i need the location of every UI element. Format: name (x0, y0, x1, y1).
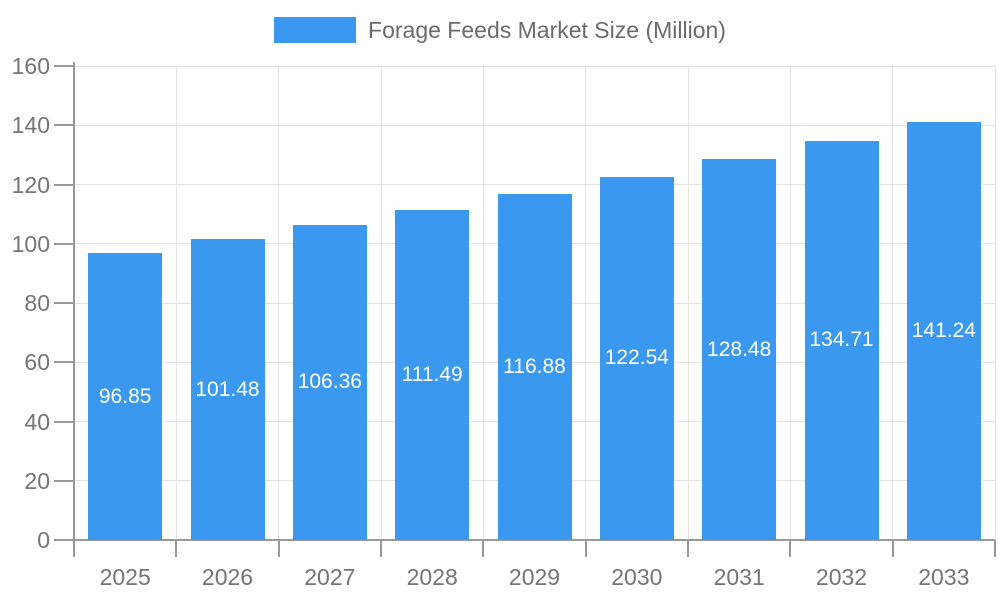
x-axis-line (54, 539, 995, 541)
y-gridline (74, 124, 995, 126)
y-gridline (74, 184, 995, 185)
bar (292, 224, 367, 540)
legend[interactable]: Forage Feeds Market Size (Million) (0, 17, 1000, 43)
bar-value-label: 101.48 (195, 377, 260, 401)
bar-value-label: 134.71 (809, 328, 874, 352)
bar (88, 253, 163, 540)
x-tick-label: 2031 (713, 564, 765, 590)
y-tick (54, 479, 74, 482)
bar-value-label: 116.88 (503, 354, 566, 378)
x-tick (175, 540, 178, 557)
x-gridline (687, 66, 689, 540)
bar-value-label: 111.49 (401, 362, 463, 386)
x-gridline (585, 66, 587, 540)
y-tick (54, 302, 74, 304)
legend-label[interactable]: Forage Feeds Market Size (Million) (368, 17, 726, 43)
x-tick-label: 2026 (201, 564, 254, 590)
x-tick (482, 540, 485, 557)
y-tick-label: 140 (11, 112, 50, 139)
y-tick (54, 65, 74, 67)
x-gridline (380, 66, 382, 540)
x-gridline (482, 66, 484, 540)
x-gridline (175, 66, 177, 540)
bar (190, 239, 265, 540)
y-tick (54, 361, 74, 364)
y-tick-label: 80 (24, 290, 50, 316)
y-tick-label: 160 (11, 53, 50, 79)
bar-value-label: 141.24 (911, 318, 976, 342)
bar (497, 193, 572, 540)
legend-swatch[interactable] (274, 17, 357, 43)
x-tick (994, 540, 996, 557)
x-tick (789, 540, 792, 557)
x-gridline (994, 66, 996, 540)
x-gridline (278, 66, 280, 540)
x-tick (584, 540, 587, 557)
x-tick-label: 2028 (406, 564, 458, 590)
y-gridline (74, 65, 995, 67)
x-tick (380, 540, 382, 557)
x-tick (73, 540, 75, 557)
y-tick-label: 100 (11, 230, 50, 257)
bar-value-label: 122.54 (604, 346, 669, 370)
x-tick (277, 540, 280, 557)
y-tick (54, 242, 74, 245)
x-gridline (892, 66, 894, 540)
x-tick (687, 540, 689, 557)
y-tick-label: 0 (37, 527, 50, 553)
y-tick-label: 20 (24, 467, 50, 494)
y-axis-line (73, 62, 75, 540)
x-tick-label: 2033 (918, 564, 970, 590)
y-tick (54, 124, 74, 127)
bar (599, 176, 674, 540)
bar (702, 159, 777, 540)
bar-value-label: 128.48 (707, 337, 772, 361)
bar (906, 121, 981, 540)
y-tick-label: 60 (24, 349, 50, 376)
x-tick-label: 2032 (815, 564, 868, 590)
bar-value-label: 106.36 (297, 370, 362, 394)
y-tick (54, 183, 74, 186)
bar-value-label: 96.85 (98, 384, 152, 408)
x-tick-label: 2030 (611, 564, 663, 590)
y-tick (54, 420, 74, 423)
bar (804, 140, 879, 540)
x-gridline (789, 66, 791, 540)
x-tick (891, 540, 894, 557)
x-tick-label: 2027 (304, 564, 356, 590)
y-tick-label: 120 (11, 171, 50, 198)
x-tick-label: 2029 (508, 564, 561, 590)
x-tick-label: 2025 (99, 564, 151, 590)
y-tick-label: 40 (24, 408, 50, 435)
bar (395, 209, 470, 540)
